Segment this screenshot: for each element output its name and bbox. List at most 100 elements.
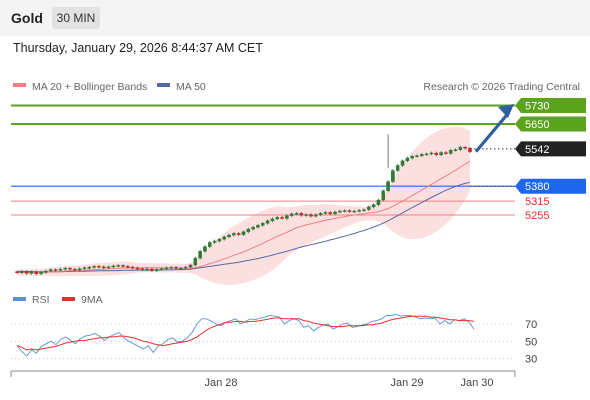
candle-body-down [73, 268, 77, 271]
candle-body-up [246, 228, 251, 233]
candle-body-down [174, 267, 178, 269]
candle-body-up [193, 257, 198, 266]
rsi-tick-label-50: 50 [525, 336, 537, 348]
candle-body-up [188, 264, 193, 268]
candle-body-up [362, 209, 366, 211]
candle-body-up [439, 152, 443, 156]
candle [77, 267, 82, 272]
candle-body-up [458, 147, 463, 150]
timestamp: Thursday, January 29, 2026 8:44:37 AM CE… [13, 41, 263, 55]
candle [73, 267, 77, 272]
candle [34, 270, 39, 276]
bollinger-band-area [17, 126, 470, 285]
candle-body-up [154, 269, 159, 271]
candle [434, 151, 439, 157]
candle-body-up [164, 267, 169, 269]
candle [270, 217, 275, 223]
candle-body-up [82, 267, 87, 269]
candle [309, 213, 313, 218]
candle-body-up [289, 213, 294, 216]
candle-body-up [44, 270, 48, 273]
candle-body-up [338, 210, 342, 213]
candle [424, 152, 429, 156]
candle [29, 270, 34, 275]
candle [439, 151, 443, 157]
candle-body-up [366, 206, 371, 210]
target-arrow-shaft [474, 112, 510, 153]
candle [207, 241, 212, 248]
ma9-legend-label: 9MA [81, 294, 103, 306]
candle [285, 214, 289, 220]
candle-body-up [386, 181, 390, 192]
candle-body-down [463, 147, 467, 149]
candle-body-up [420, 154, 424, 156]
candle [126, 265, 130, 269]
candle [338, 209, 342, 214]
candle [376, 198, 381, 207]
rsi-legend-label: RSI [32, 294, 50, 306]
candle-body-up [318, 213, 323, 215]
candle [183, 265, 188, 270]
candle-body-up [227, 234, 231, 238]
candle [58, 267, 63, 272]
candle [101, 265, 106, 270]
candle-body-up [29, 271, 34, 274]
candle-body-up [63, 268, 67, 270]
candle-body-up [217, 239, 222, 242]
level-tag-5730 [515, 98, 586, 114]
candle-body-down [299, 213, 304, 216]
candle [63, 266, 67, 271]
credit-text: Research © 2026 Trading Central [423, 81, 580, 93]
candle [347, 209, 352, 213]
candle [448, 148, 453, 155]
candle-body-up [323, 212, 328, 214]
candle-body-up [159, 268, 164, 270]
candle-body-down [434, 152, 439, 156]
level-label-5650: 5650 [525, 119, 549, 131]
candle-body-up [429, 152, 434, 155]
candle-body-down [121, 265, 125, 267]
candle-body-down [140, 268, 145, 270]
candle [87, 265, 92, 270]
candle [381, 189, 386, 202]
candle [20, 270, 24, 275]
candle-body-up [212, 240, 217, 243]
candle [53, 268, 58, 272]
candle [39, 271, 43, 276]
candle-body-up [48, 269, 53, 272]
level-label-5730: 5730 [525, 101, 549, 113]
candle [299, 212, 304, 217]
level-label-5380: 5380 [525, 181, 549, 193]
candle-body-up [371, 204, 376, 208]
level-tag-5380 [515, 178, 586, 194]
candle-body-down [135, 267, 140, 270]
candle [362, 208, 366, 212]
candle-body-up [405, 157, 410, 162]
candle-body-up [294, 213, 299, 215]
candle-body-up [169, 267, 174, 269]
candle-body-up [400, 160, 405, 166]
top-bar: Gold 30 MIN [0, 0, 590, 36]
rsi-line [16, 314, 475, 357]
candle [420, 153, 424, 158]
candle [468, 146, 472, 154]
candle-body-up [265, 220, 270, 224]
candle [130, 265, 135, 270]
candle [371, 203, 376, 209]
rsi-tick-label-70: 70 [525, 319, 537, 331]
candle-body-up [275, 217, 280, 220]
candle [15, 270, 19, 275]
candle [97, 265, 101, 269]
candle-body-down [130, 266, 135, 269]
candle-body-up [198, 250, 202, 259]
candle [82, 266, 87, 271]
candle-body-down [15, 271, 19, 273]
candle [121, 264, 125, 268]
candle [106, 265, 111, 270]
candle-body-up [391, 170, 395, 182]
candle [241, 230, 246, 236]
candle-body-up [241, 231, 246, 235]
candle [429, 151, 434, 156]
timeframe-button[interactable]: 30 MIN [52, 7, 100, 29]
candle [164, 266, 169, 271]
